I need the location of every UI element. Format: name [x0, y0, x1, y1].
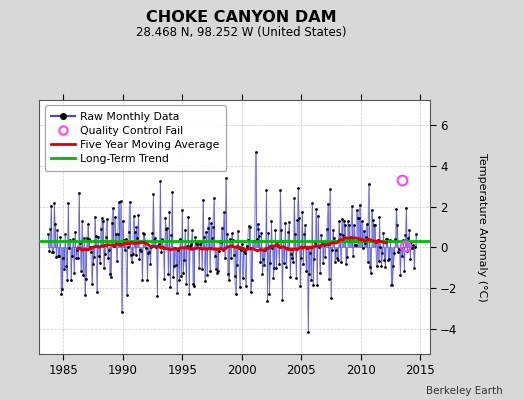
Text: CHOKE CANYON DAM: CHOKE CANYON DAM [146, 10, 336, 25]
Text: Berkeley Earth: Berkeley Earth [427, 386, 503, 396]
Y-axis label: Temperature Anomaly (°C): Temperature Anomaly (°C) [477, 153, 487, 301]
Text: 28.468 N, 98.252 W (United States): 28.468 N, 98.252 W (United States) [136, 26, 346, 39]
Legend: Raw Monthly Data, Quality Control Fail, Five Year Moving Average, Long-Term Tren: Raw Monthly Data, Quality Control Fail, … [45, 106, 226, 171]
